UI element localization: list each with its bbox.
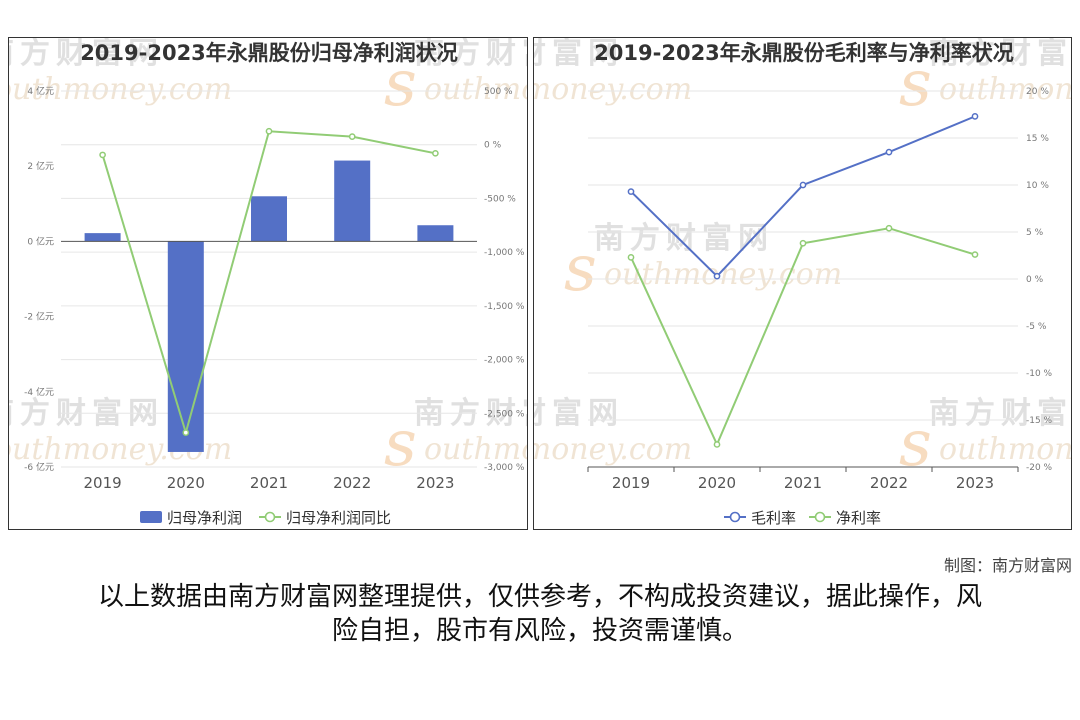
y-right-tick-label: 0 % (1026, 275, 1044, 285)
right-chart-panel: s南方财富网outhmoney.coms南方财富网outhmoney.coms南… (533, 37, 1072, 530)
y-left-tick-label: -4 亿元 (24, 386, 54, 398)
watermark-s: s (384, 47, 417, 121)
chart-credit: 制图：南方财富网 (943, 556, 1072, 575)
watermark-s: s (899, 407, 932, 481)
line-point (713, 441, 721, 448)
y-right-tick-label: -2,500 % (484, 409, 525, 419)
line-point (799, 239, 807, 247)
x-tick-label: 2020 (167, 474, 205, 492)
y-right-tick-label: 5 % (1026, 228, 1044, 238)
y-right-tick-label: -15 % (1026, 416, 1053, 426)
legend-label: 净利率 (836, 509, 881, 527)
watermark-en: outhmoney.com (9, 72, 232, 107)
line-point (971, 113, 979, 120)
y-right-tick-label: -1,000 % (484, 248, 525, 258)
watermark-cn: 南方财富网 (9, 38, 164, 71)
watermark-cn: 南方财富网 (534, 38, 624, 71)
margin-chart: s南方财富网outhmoney.coms南方财富网outhmoney.coms南… (534, 38, 1072, 527)
line-point (348, 133, 356, 141)
watermark-en: outhmoney.com (939, 432, 1072, 467)
y-right-tick-label: -500 % (484, 194, 516, 204)
y-right-tick-label: -20 % (1026, 463, 1053, 473)
legend-label: 归母净利润 (167, 509, 242, 527)
watermark-en: outhmoney.com (534, 72, 692, 107)
bar (167, 241, 204, 452)
bar (84, 233, 121, 242)
left-chart-panel: s南方财富网outhmoney.coms南方财富网outhmoney.coms南… (8, 37, 528, 530)
watermark-cn: 南方财富网 (594, 221, 774, 256)
x-tick-label: 2020 (698, 474, 736, 492)
line-point (265, 127, 273, 135)
legend-swatch-marker (264, 511, 276, 523)
disclaimer-line-2: 险自担，股市有风险，投资需谨慎。 (331, 616, 748, 646)
line-point (432, 149, 439, 157)
y-right-tick-label: 20 % (1026, 87, 1049, 97)
watermark-cn: 南方财富网 (929, 38, 1072, 71)
x-tick-label: 2022 (870, 474, 908, 492)
y-right-tick-label: -2,000 % (484, 356, 525, 366)
y-left-tick-label: 4 亿元 (27, 85, 54, 97)
line-point (971, 251, 979, 258)
y-right-tick-label: 15 % (1026, 134, 1049, 144)
y-right-tick-label: -5 % (1026, 322, 1047, 332)
x-tick-label: 2019 (612, 474, 650, 492)
y-right-tick-label: -1,500 % (484, 302, 525, 312)
watermark-en: outhmoney.com (424, 432, 528, 467)
bar (251, 196, 287, 242)
legend-swatch-marker (729, 511, 741, 523)
line-point (627, 188, 635, 195)
disclaimer-line-1: 以上数据由南方财富网整理提供，仅供参考，不构成投资建议，据此操作，风 (97, 582, 982, 612)
bar (417, 225, 454, 242)
chart-title: 2019-2023年永鼎股份归母净利润状况 (80, 41, 458, 65)
y-right-tick-label: 10 % (1026, 181, 1049, 191)
watermark-en: outhmoney.com (424, 72, 528, 107)
line-point (627, 254, 635, 261)
line-point (713, 272, 721, 280)
net-profit-chart: s南方财富网outhmoney.coms南方财富网outhmoney.coms南… (9, 38, 528, 527)
line-point (885, 148, 893, 156)
y-left-tick-label: -2 亿元 (24, 311, 54, 323)
line-point (99, 151, 106, 159)
x-tick-label: 2019 (84, 474, 122, 492)
y-left-tick-label: 2 亿元 (27, 160, 54, 172)
x-tick-label: 2021 (250, 474, 288, 492)
x-tick-label: 2021 (784, 474, 822, 492)
x-tick-label: 2022 (333, 474, 371, 492)
x-tick-label: 2023 (956, 474, 994, 492)
disclaimer: 以上数据由南方财富网整理提供，仅供参考，不构成投资建议，据此操作，风 险自担，股… (60, 580, 1020, 648)
watermark-s: s (384, 407, 417, 481)
watermark-cn: 南方财富网 (534, 396, 624, 431)
watermark-s: s (899, 47, 932, 121)
watermark-en: outhmoney.com (939, 72, 1072, 107)
line-point (182, 429, 190, 436)
series-line-yoy (101, 130, 436, 437)
y-right-tick-label: 500 % (484, 87, 513, 97)
y-right-tick-label: -3,000 % (484, 463, 525, 473)
y-right-tick-label: -10 % (1026, 369, 1053, 379)
bar (334, 160, 371, 242)
y-right-tick-label: 0 % (484, 141, 502, 151)
watermark-cn: 南方财富网 (414, 38, 528, 71)
watermark-en: outhmoney.com (534, 432, 692, 467)
chart-title: 2019-2023年永鼎股份毛利率与净利率状况 (594, 41, 1014, 65)
legend-label: 归母净利润同比 (286, 509, 391, 527)
legend-swatch-marker (814, 511, 826, 523)
y-left-tick-label: 0 亿元 (27, 235, 54, 247)
legend-label: 毛利率 (751, 509, 796, 527)
y-left-tick-label: -6 亿元 (24, 461, 54, 473)
watermark-cn: 南方财富网 (929, 396, 1072, 431)
legend-swatch-bar (140, 511, 162, 523)
line-point (885, 224, 893, 232)
line-point (799, 181, 807, 189)
watermark-s: s (564, 232, 597, 306)
x-tick-label: 2023 (416, 474, 454, 492)
